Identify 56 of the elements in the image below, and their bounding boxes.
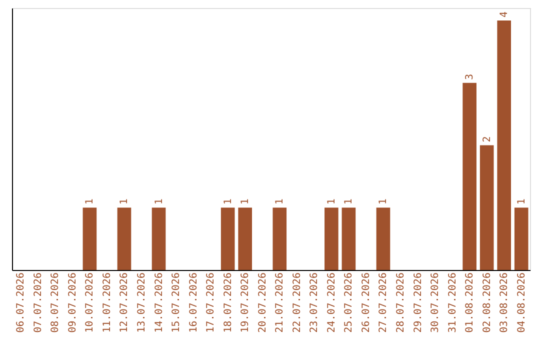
x-tick-label: 24.07.2026 [326,272,338,333]
bar [220,208,235,270]
x-tick-label: 31.07.2026 [447,272,458,333]
bar [480,145,494,270]
x-tick-label: 07.07.2026 [32,272,44,333]
x-tick-label: 14.07.2026 [154,272,165,333]
bar [462,82,476,270]
x-tick-label: 02.08.2026 [482,272,493,333]
x-tick-label: 21.07.2026 [274,272,286,333]
x-tick-label: 01.08.2026 [464,272,476,333]
x-tick-label: 04.08.2026 [516,272,528,333]
data-label: 4 [499,11,510,18]
bar [342,208,356,270]
data-label: 1 [274,198,286,205]
data-label: 1 [344,198,355,205]
data-label: 1 [516,198,528,205]
x-tick-label: 17.07.2026 [206,272,217,333]
x-tick-label: 26.07.2026 [360,272,372,333]
x-tick-label: 15.07.2026 [171,272,182,333]
x-tick-label: 18.07.2026 [222,272,234,333]
data-label: 1 [240,198,252,205]
x-tick-label: 20.07.2026 [257,272,268,333]
x-tick-label: 13.07.2026 [136,272,148,333]
bar [117,208,132,270]
data-label: 1 [222,198,234,205]
x-tick-label: 30.07.2026 [430,272,442,333]
data-label: 1 [84,198,96,205]
bar [152,208,166,270]
x-tick-label: 22.07.2026 [292,272,303,333]
bar [497,20,512,270]
x-tick-label: 27.07.2026 [378,272,390,333]
bar [324,208,338,270]
x-tick-label: 03.08.2026 [499,272,510,333]
x-tick-label: 28.07.2026 [396,272,406,333]
x-tick-label: 10.07.2026 [84,272,96,333]
x-tick-label: 12.07.2026 [119,272,130,333]
x-tick-label: 29.07.2026 [412,272,424,333]
x-tick-label: 25.07.2026 [344,272,355,333]
x-tick-label: 23.07.2026 [309,272,320,333]
bar [272,208,287,270]
bar [238,208,252,270]
x-tick-label: 16.07.2026 [188,272,200,333]
x-tick-label: 09.07.2026 [67,272,78,333]
data-label: 3 [464,74,476,80]
data-label: 1 [119,198,130,205]
x-tick-label: 06.07.2026 [16,272,27,333]
data-label: 1 [154,198,165,205]
bar [82,208,97,270]
x-tick-label: 11.07.2026 [102,272,113,333]
bar [376,208,390,270]
data-label: 1 [378,198,390,205]
bar [514,208,528,270]
data-label: 1 [326,198,338,205]
data-label: 2 [482,136,493,142]
x-tick-label: 08.07.2026 [50,272,62,333]
x-tick-label: 19.07.2026 [240,272,252,333]
